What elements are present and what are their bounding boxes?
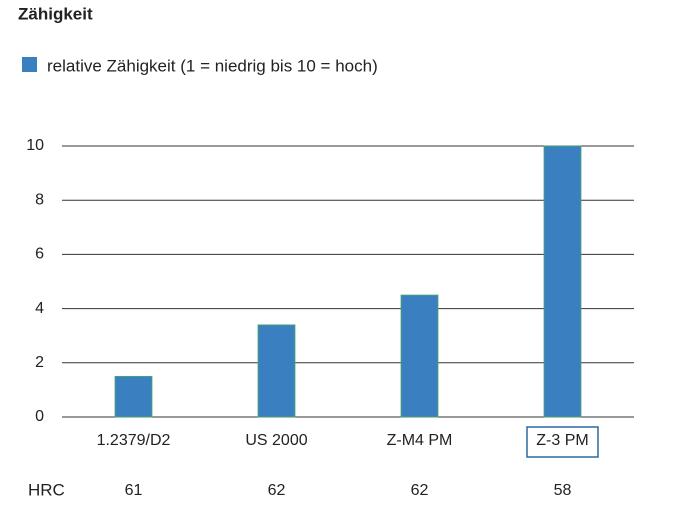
row-label: HRC — [28, 480, 65, 499]
x-tick-label: 1.2379/D2 — [97, 432, 171, 449]
bar — [114, 375, 153, 418]
bar — [543, 145, 582, 418]
hrc-value: 58 — [554, 482, 572, 499]
legend-swatch — [22, 57, 37, 72]
chart-title: Zähigkeit — [18, 4, 93, 23]
y-tick-label: 6 — [35, 246, 44, 263]
x-tick-label: US 2000 — [245, 432, 307, 449]
legend-label: relative Zähigkeit (1 = niedrig bis 10 =… — [47, 56, 378, 75]
highlight-box — [526, 426, 599, 458]
bar — [400, 294, 439, 418]
x-tick-label: Z-M4 PM — [387, 432, 453, 449]
hrc-value: 62 — [411, 482, 429, 499]
hrc-value: 61 — [125, 482, 143, 499]
y-tick-label: 8 — [35, 191, 44, 208]
y-tick-label: 0 — [35, 408, 44, 425]
x-tick-label: Z-3 PM — [536, 432, 588, 449]
bar — [257, 324, 296, 418]
y-tick-label: 2 — [35, 354, 44, 371]
y-tick-label: 4 — [35, 300, 44, 317]
hrc-value: 62 — [268, 482, 286, 499]
y-tick-label: 10 — [26, 137, 44, 154]
